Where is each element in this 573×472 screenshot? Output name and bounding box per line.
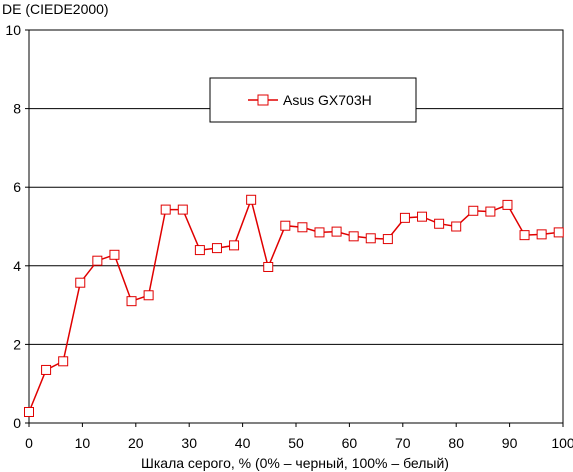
data-point bbox=[280, 220, 291, 231]
x-axis-ticks: 0 10 20 30 40 50 60 70 80 90 100 bbox=[25, 423, 573, 451]
data-point bbox=[126, 296, 137, 307]
data-point bbox=[382, 234, 393, 245]
data-point bbox=[348, 231, 359, 242]
y-tick-label: 4 bbox=[13, 258, 21, 274]
data-point bbox=[451, 221, 462, 232]
data-point bbox=[160, 204, 171, 215]
data-point bbox=[246, 194, 257, 205]
data-point bbox=[485, 206, 496, 217]
x-tick-label: 70 bbox=[395, 435, 411, 451]
legend: Asus GX703H bbox=[209, 77, 417, 123]
data-point bbox=[365, 233, 376, 244]
x-tick-label: 10 bbox=[75, 435, 91, 451]
data-point bbox=[314, 227, 325, 238]
x-tick-label: 90 bbox=[502, 435, 518, 451]
data-point bbox=[229, 240, 240, 251]
x-tick-label: 50 bbox=[288, 435, 304, 451]
data-point bbox=[297, 222, 308, 233]
data-point bbox=[331, 226, 342, 237]
legend-label: Asus GX703H bbox=[283, 92, 372, 108]
data-point bbox=[399, 212, 410, 223]
data-point bbox=[75, 277, 86, 288]
x-tick-label: 40 bbox=[235, 435, 251, 451]
y-tick-label: 8 bbox=[13, 101, 21, 117]
y-tick-label: 10 bbox=[5, 22, 21, 38]
data-point bbox=[468, 205, 479, 216]
y-tick-label: 0 bbox=[13, 415, 21, 431]
x-tick-label: 100 bbox=[551, 435, 573, 451]
data-point bbox=[24, 406, 34, 417]
data-point bbox=[58, 356, 69, 367]
data-point bbox=[143, 290, 154, 301]
data-point bbox=[194, 245, 205, 256]
data-point bbox=[519, 230, 530, 241]
data-point bbox=[41, 364, 52, 375]
data-point bbox=[109, 249, 120, 260]
y-axis-ticks: 0 2 4 6 8 10 bbox=[5, 22, 29, 431]
data-point bbox=[536, 229, 547, 240]
x-tick-label: 80 bbox=[448, 435, 464, 451]
x-tick-label: 60 bbox=[342, 435, 358, 451]
data-point bbox=[92, 255, 103, 266]
data-point bbox=[434, 218, 445, 229]
y-tick-label: 6 bbox=[13, 179, 21, 195]
x-tick-label: 0 bbox=[25, 435, 33, 451]
x-tick-label: 30 bbox=[181, 435, 197, 451]
data-point bbox=[211, 243, 222, 254]
data-point bbox=[502, 199, 513, 210]
y-axis-title: DE (CIEDE2000) bbox=[2, 1, 109, 17]
x-axis-title: Шкала серого, % (0% – черный, 100% – бел… bbox=[141, 455, 449, 471]
y-tick-label: 2 bbox=[13, 336, 21, 352]
x-tick-label: 20 bbox=[128, 435, 144, 451]
legend-box bbox=[209, 77, 417, 123]
legend-marker bbox=[257, 94, 269, 106]
series-markers-group bbox=[24, 194, 564, 417]
data-point bbox=[263, 261, 274, 272]
data-point bbox=[553, 227, 564, 238]
data-point bbox=[177, 204, 188, 215]
data-point bbox=[417, 211, 428, 222]
